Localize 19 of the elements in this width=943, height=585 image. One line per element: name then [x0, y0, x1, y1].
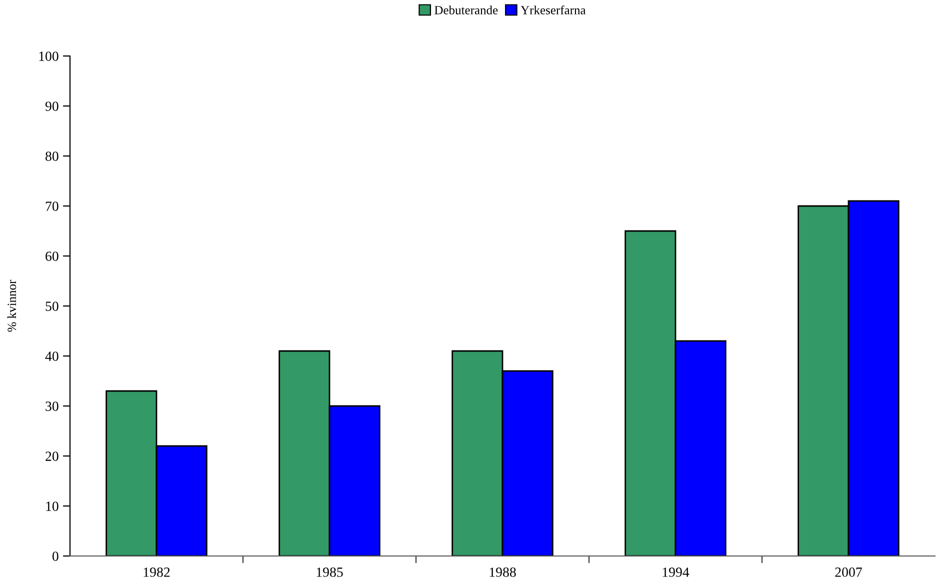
y-tick-label: 100	[39, 52, 58, 61]
y-tick-label: 70	[46, 202, 58, 211]
legend-label: Yrkeserfarna	[520, 5, 586, 14]
y-tick-label: 40	[45, 352, 58, 361]
x-tick-label: 1982	[144, 568, 170, 577]
x-tick-label: 2007	[835, 568, 862, 577]
y-tick-label: 30	[46, 402, 58, 411]
y-tick-label: 80	[46, 152, 58, 161]
x-tick-label: 1988	[490, 568, 516, 577]
legend-label: Debuterande	[434, 6, 498, 14]
y-tick-label: 0	[52, 552, 58, 561]
y-tick-label: 10	[46, 502, 58, 511]
y-tick-label: 20	[46, 452, 58, 461]
y-tick-label: 60	[46, 252, 58, 261]
y-tick-label: 90	[45, 102, 58, 111]
y-tick-label: 50	[46, 302, 58, 311]
x-tick-label: 1985	[316, 568, 343, 577]
x-tick-label: 1994	[662, 568, 690, 577]
y-axis-title: % kvinnor	[7, 280, 16, 332]
